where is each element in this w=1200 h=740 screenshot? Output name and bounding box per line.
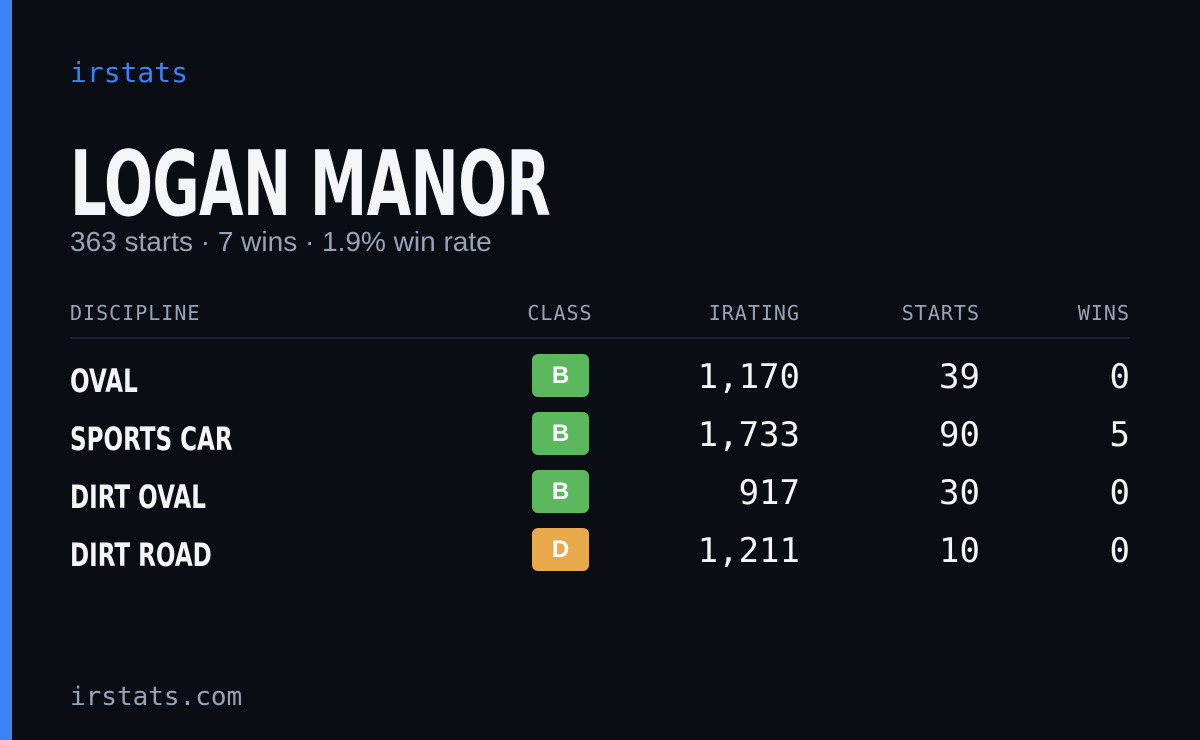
class-badge: B <box>532 470 589 513</box>
discipline-name: OVAL <box>70 362 138 400</box>
wins-value: 0 <box>1109 357 1130 397</box>
discipline-name: SPORTS CAR <box>70 420 233 458</box>
header-wins: WINS <box>1077 301 1130 325</box>
wins-value: 0 <box>1109 473 1130 513</box>
class-badge: B <box>532 354 589 397</box>
class-badge: B <box>532 412 589 455</box>
driver-name: LOGAN MANOR <box>70 132 551 237</box>
header-class: CLASS <box>527 301 593 325</box>
starts-value: 30 <box>939 473 980 513</box>
accent-bar <box>0 0 12 740</box>
driver-summary: 363 starts · 7 wins · 1.9% win rate <box>70 226 492 257</box>
header-discipline: DISCIPLINE <box>70 301 201 325</box>
irating-value: 917 <box>738 473 800 513</box>
starts-value: 90 <box>939 415 980 455</box>
discipline-name: DIRT ROAD <box>70 536 212 574</box>
discipline-name: DIRT OVAL <box>70 478 206 516</box>
class-badge: D <box>532 528 589 571</box>
wins-value: 0 <box>1109 531 1130 571</box>
brand: irstats <box>70 56 189 89</box>
irating-value: 1,170 <box>697 357 800 397</box>
wins-value: 5 <box>1109 415 1130 455</box>
header-starts: STARTS <box>901 301 980 325</box>
irating-value: 1,733 <box>697 415 800 455</box>
header-irating: IRATING <box>708 301 800 325</box>
starts-value: 39 <box>939 357 980 397</box>
footer: irstats.com <box>70 682 243 712</box>
starts-value: 10 <box>939 531 980 571</box>
header-rule <box>70 337 1130 339</box>
irating-value: 1,211 <box>697 531 800 571</box>
